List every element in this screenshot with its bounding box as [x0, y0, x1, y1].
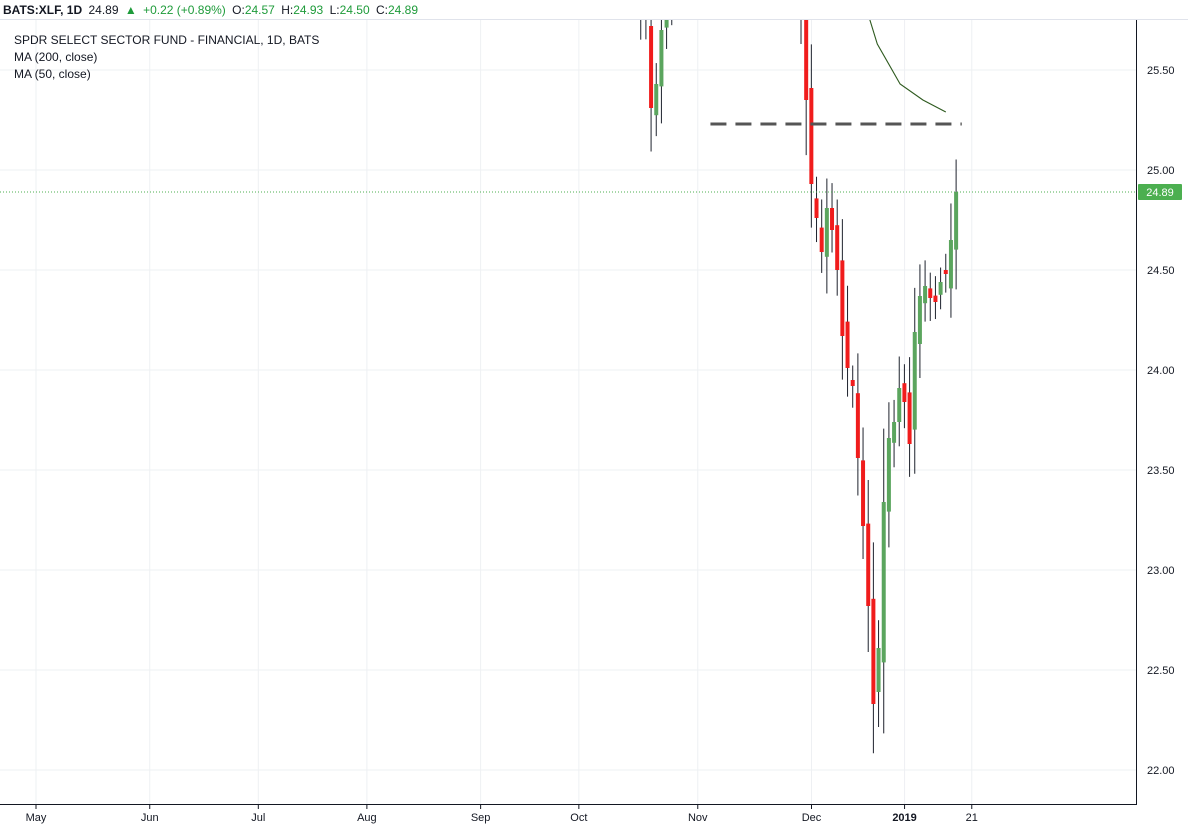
time-axis[interactable]: May Jun Jul Aug Sep Oct Nov Dec 2019 21 — [26, 804, 978, 824]
legend-title[interactable]: SPDR SELECT SECTOR FUND - FINANCIAL, 1D,… — [14, 33, 320, 47]
candle-body — [938, 282, 943, 295]
price-tick-label: 24.50 — [1147, 265, 1175, 277]
candle-body — [850, 380, 855, 386]
candle-body — [814, 198, 819, 218]
candle-body — [886, 438, 891, 512]
price-tick-label: 22.00 — [1147, 765, 1175, 777]
low-value: 24.50 — [339, 3, 370, 17]
candle-body — [907, 392, 912, 444]
time-tick-label: Jun — [141, 812, 159, 824]
chart-axes — [0, 20, 1137, 805]
open-label: O: — [232, 3, 245, 17]
price-tick-label: 24.00 — [1147, 365, 1175, 377]
last-price-tag: 24.89 — [1138, 184, 1182, 200]
candle-body — [933, 295, 938, 302]
candle-body — [830, 208, 835, 230]
candle-body — [840, 260, 845, 336]
candle-body — [866, 523, 871, 606]
time-tick-label: Nov — [688, 812, 708, 824]
symbol-header: BATS:XLF, 1D 24.89 ▲ +0.22 (+0.89%) O:24… — [0, 0, 1188, 20]
price-axis[interactable]: 22.00 22.50 23.00 23.50 24.00 24.50 25.00 25.50… — [1147, 20, 1175, 777]
candle-body — [835, 225, 840, 270]
time-tick-label: Dec — [802, 812, 822, 824]
last-price-tag-bg — [1138, 184, 1182, 200]
candle-body — [943, 270, 948, 274]
candle-body — [928, 288, 933, 298]
candle-body — [855, 393, 860, 458]
horizontal-levels[interactable] — [690, 20, 962, 126]
chart-grid — [0, 20, 1136, 804]
high-label: H: — [281, 3, 294, 17]
candle-body — [897, 388, 902, 422]
candlestick-series — [640, 20, 959, 754]
candle-body — [892, 422, 897, 443]
change-arrow-icon: ▲ — [124, 3, 137, 17]
candle-body — [824, 208, 829, 257]
candle-body — [649, 26, 654, 108]
time-tick-label: Aug — [357, 812, 377, 824]
candle-body — [845, 321, 850, 368]
time-tick-label: Oct — [570, 812, 587, 824]
candle-body — [804, 20, 809, 100]
candle-body — [912, 332, 917, 430]
chart-legend: SPDR SELECT SECTOR FUND - FINANCIAL, 1D,… — [14, 32, 319, 83]
candle-body — [954, 192, 959, 250]
time-tick-label: 2019 — [892, 812, 916, 824]
time-tick-label: 21 — [966, 812, 978, 824]
candle-body — [861, 460, 866, 526]
candle-body — [654, 84, 659, 116]
candle-body — [923, 286, 928, 304]
close-value: 24.89 — [387, 3, 418, 17]
price-change: +0.22 (+0.89%) — [143, 3, 226, 17]
last-price-tag-text: 24.89 — [1146, 187, 1174, 199]
candle-body — [871, 598, 876, 704]
candle-body — [917, 296, 922, 344]
price-tick-label: 22.50 — [1147, 665, 1175, 677]
last-price: 24.89 — [88, 3, 119, 17]
candle-body — [948, 240, 953, 289]
legend-ma50[interactable]: MA (50, close) — [14, 67, 91, 81]
candle-body — [809, 88, 814, 184]
candle-body — [659, 30, 664, 87]
time-tick-label: May — [26, 812, 47, 824]
candle-body — [819, 227, 824, 252]
low-label: L: — [329, 3, 340, 17]
candle-body — [876, 648, 881, 692]
time-tick-label: Sep — [471, 812, 491, 824]
legend-ma200[interactable]: MA (200, close) — [14, 50, 98, 64]
symbol-label[interactable]: BATS:XLF, 1D — [3, 3, 83, 17]
candle-body — [902, 383, 907, 402]
price-tick-label: 23.50 — [1147, 465, 1175, 477]
close-label: C: — [375, 3, 388, 17]
candle-body — [881, 502, 886, 663]
price-tick-label: 25.00 — [1147, 165, 1175, 177]
price-tick-label: 23.00 — [1147, 565, 1175, 577]
candle-body — [664, 20, 669, 28]
time-tick-label: Jul — [251, 812, 265, 824]
high-value: 24.93 — [293, 3, 324, 17]
price-tick-label: 25.50 — [1147, 65, 1175, 77]
price-chart[interactable]: 22.00 22.50 23.00 23.50 24.00 24.50 25.00 25.50… — [0, 20, 1188, 838]
open-value: 24.57 — [244, 3, 275, 17]
